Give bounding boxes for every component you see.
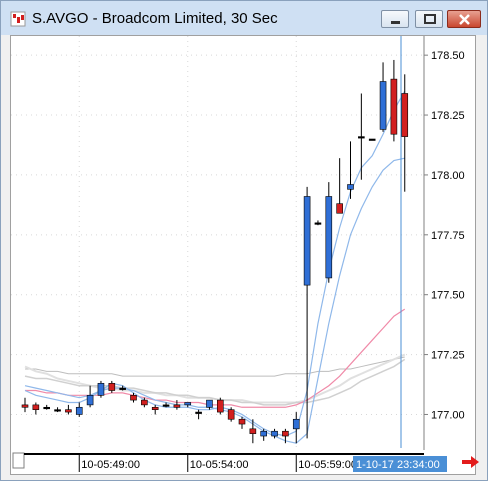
candle-body [217,399,224,413]
x-axis: 10-05:49:00 10-05:54:00 10-05:59:00 1-10-17… [11,450,475,474]
chart-panel[interactable]: 178.50 178.25 178.00 177.75 177.50 177.25 177.… [10,35,476,475]
candle-body [97,383,105,396]
candle-body [184,402,192,406]
y-tick-label: 177.00 [431,409,465,421]
candlestick-chart[interactable]: 178.50 178.25 178.00 177.75 177.50 177.25 177.… [11,36,475,474]
candle-body [271,430,278,437]
candle-body [119,387,126,390]
y-tick-label: 177.25 [431,350,465,362]
candle-body [108,383,116,391]
scroll-thumb[interactable] [12,452,25,469]
ma-gray-3-line [24,358,406,406]
candle-body [303,196,311,286]
candle-body [314,222,322,225]
close-button[interactable] [447,10,481,28]
minimize-icon [391,21,400,24]
candle-body [325,196,333,279]
grid [11,36,424,448]
y-tick-label: 177.50 [431,290,465,302]
moving-averages [24,90,406,444]
title-bar[interactable]: S.AVGO - Broadcom Limited, 30 Sec [1,1,487,35]
candle-body [379,81,387,130]
candle-body [260,430,267,437]
y-tick-label: 178.50 [431,50,465,62]
y-tick-label: 178.25 [431,110,465,122]
x-tick-label: 10-05:49:00 [81,459,140,471]
restore-button[interactable] [415,10,443,28]
candle-body [75,406,83,415]
candle-body [162,404,170,407]
chart-app-icon [10,11,26,27]
ma-gray-2-line [25,356,405,377]
x-tick-label: 10-05:54:00 [190,459,249,471]
candle-body [249,428,257,434]
candle-body [368,138,376,141]
candle-body [173,404,181,408]
minimize-button[interactable] [381,10,409,28]
candle-body [390,78,398,135]
ma-pink-line [25,308,406,408]
candle-body [86,395,94,406]
candle-body [347,184,354,190]
candle-body [54,409,61,412]
y-tick-label: 177.75 [431,230,465,242]
cursor-time-label: 1-10-17 23:34:00 [356,459,440,471]
candle-body [206,399,213,408]
candle-body [227,409,235,420]
candle-body [195,411,202,414]
candle-body [65,409,72,413]
restore-icon [424,14,436,24]
candle-body [238,418,246,425]
candle-body [336,203,343,214]
candle-body [282,430,289,437]
candle-body [151,406,159,410]
x-tick-label: 10-05:59:00 [298,459,357,471]
window-title: S.AVGO - Broadcom Limited, 30 Sec [32,10,278,27]
close-icon [459,14,470,25]
y-axis: 178.50 178.25 178.00 177.75 177.50 177.25 177.… [424,50,465,421]
candle-body [358,136,365,139]
candle-body [21,404,29,408]
candle-body [141,399,148,406]
candles [21,59,409,444]
candle-body [401,93,409,137]
y-tick-label: 178.00 [431,170,465,182]
candle-body [32,404,40,410]
candle-body [130,395,137,401]
scroll-right-arrow-icon[interactable] [461,455,481,469]
candle-body [292,418,300,430]
candle-body [43,406,51,410]
cursor-time-badge [353,456,447,472]
